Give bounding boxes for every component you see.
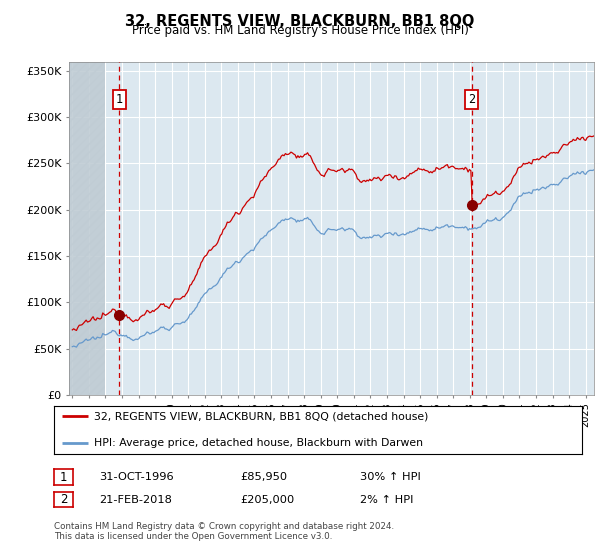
Text: Contains HM Land Registry data © Crown copyright and database right 2024.
This d: Contains HM Land Registry data © Crown c… <box>54 522 394 542</box>
Text: 2% ↑ HPI: 2% ↑ HPI <box>360 494 413 505</box>
Text: Price paid vs. HM Land Registry's House Price Index (HPI): Price paid vs. HM Land Registry's House … <box>131 24 469 37</box>
Text: 21-FEB-2018: 21-FEB-2018 <box>99 494 172 505</box>
Text: £205,000: £205,000 <box>240 494 294 505</box>
Text: HPI: Average price, detached house, Blackburn with Darwen: HPI: Average price, detached house, Blac… <box>94 438 422 448</box>
Text: 2: 2 <box>468 94 475 106</box>
Text: 31-OCT-1996: 31-OCT-1996 <box>99 472 173 482</box>
Text: 1: 1 <box>60 470 67 484</box>
Text: 32, REGENTS VIEW, BLACKBURN, BB1 8QQ: 32, REGENTS VIEW, BLACKBURN, BB1 8QQ <box>125 14 475 29</box>
Text: 1: 1 <box>116 94 123 106</box>
Text: £85,950: £85,950 <box>240 472 287 482</box>
Text: 30% ↑ HPI: 30% ↑ HPI <box>360 472 421 482</box>
Text: 32, REGENTS VIEW, BLACKBURN, BB1 8QQ (detached house): 32, REGENTS VIEW, BLACKBURN, BB1 8QQ (de… <box>94 412 428 422</box>
Bar <box>69 62 106 395</box>
Text: 2: 2 <box>60 493 67 506</box>
